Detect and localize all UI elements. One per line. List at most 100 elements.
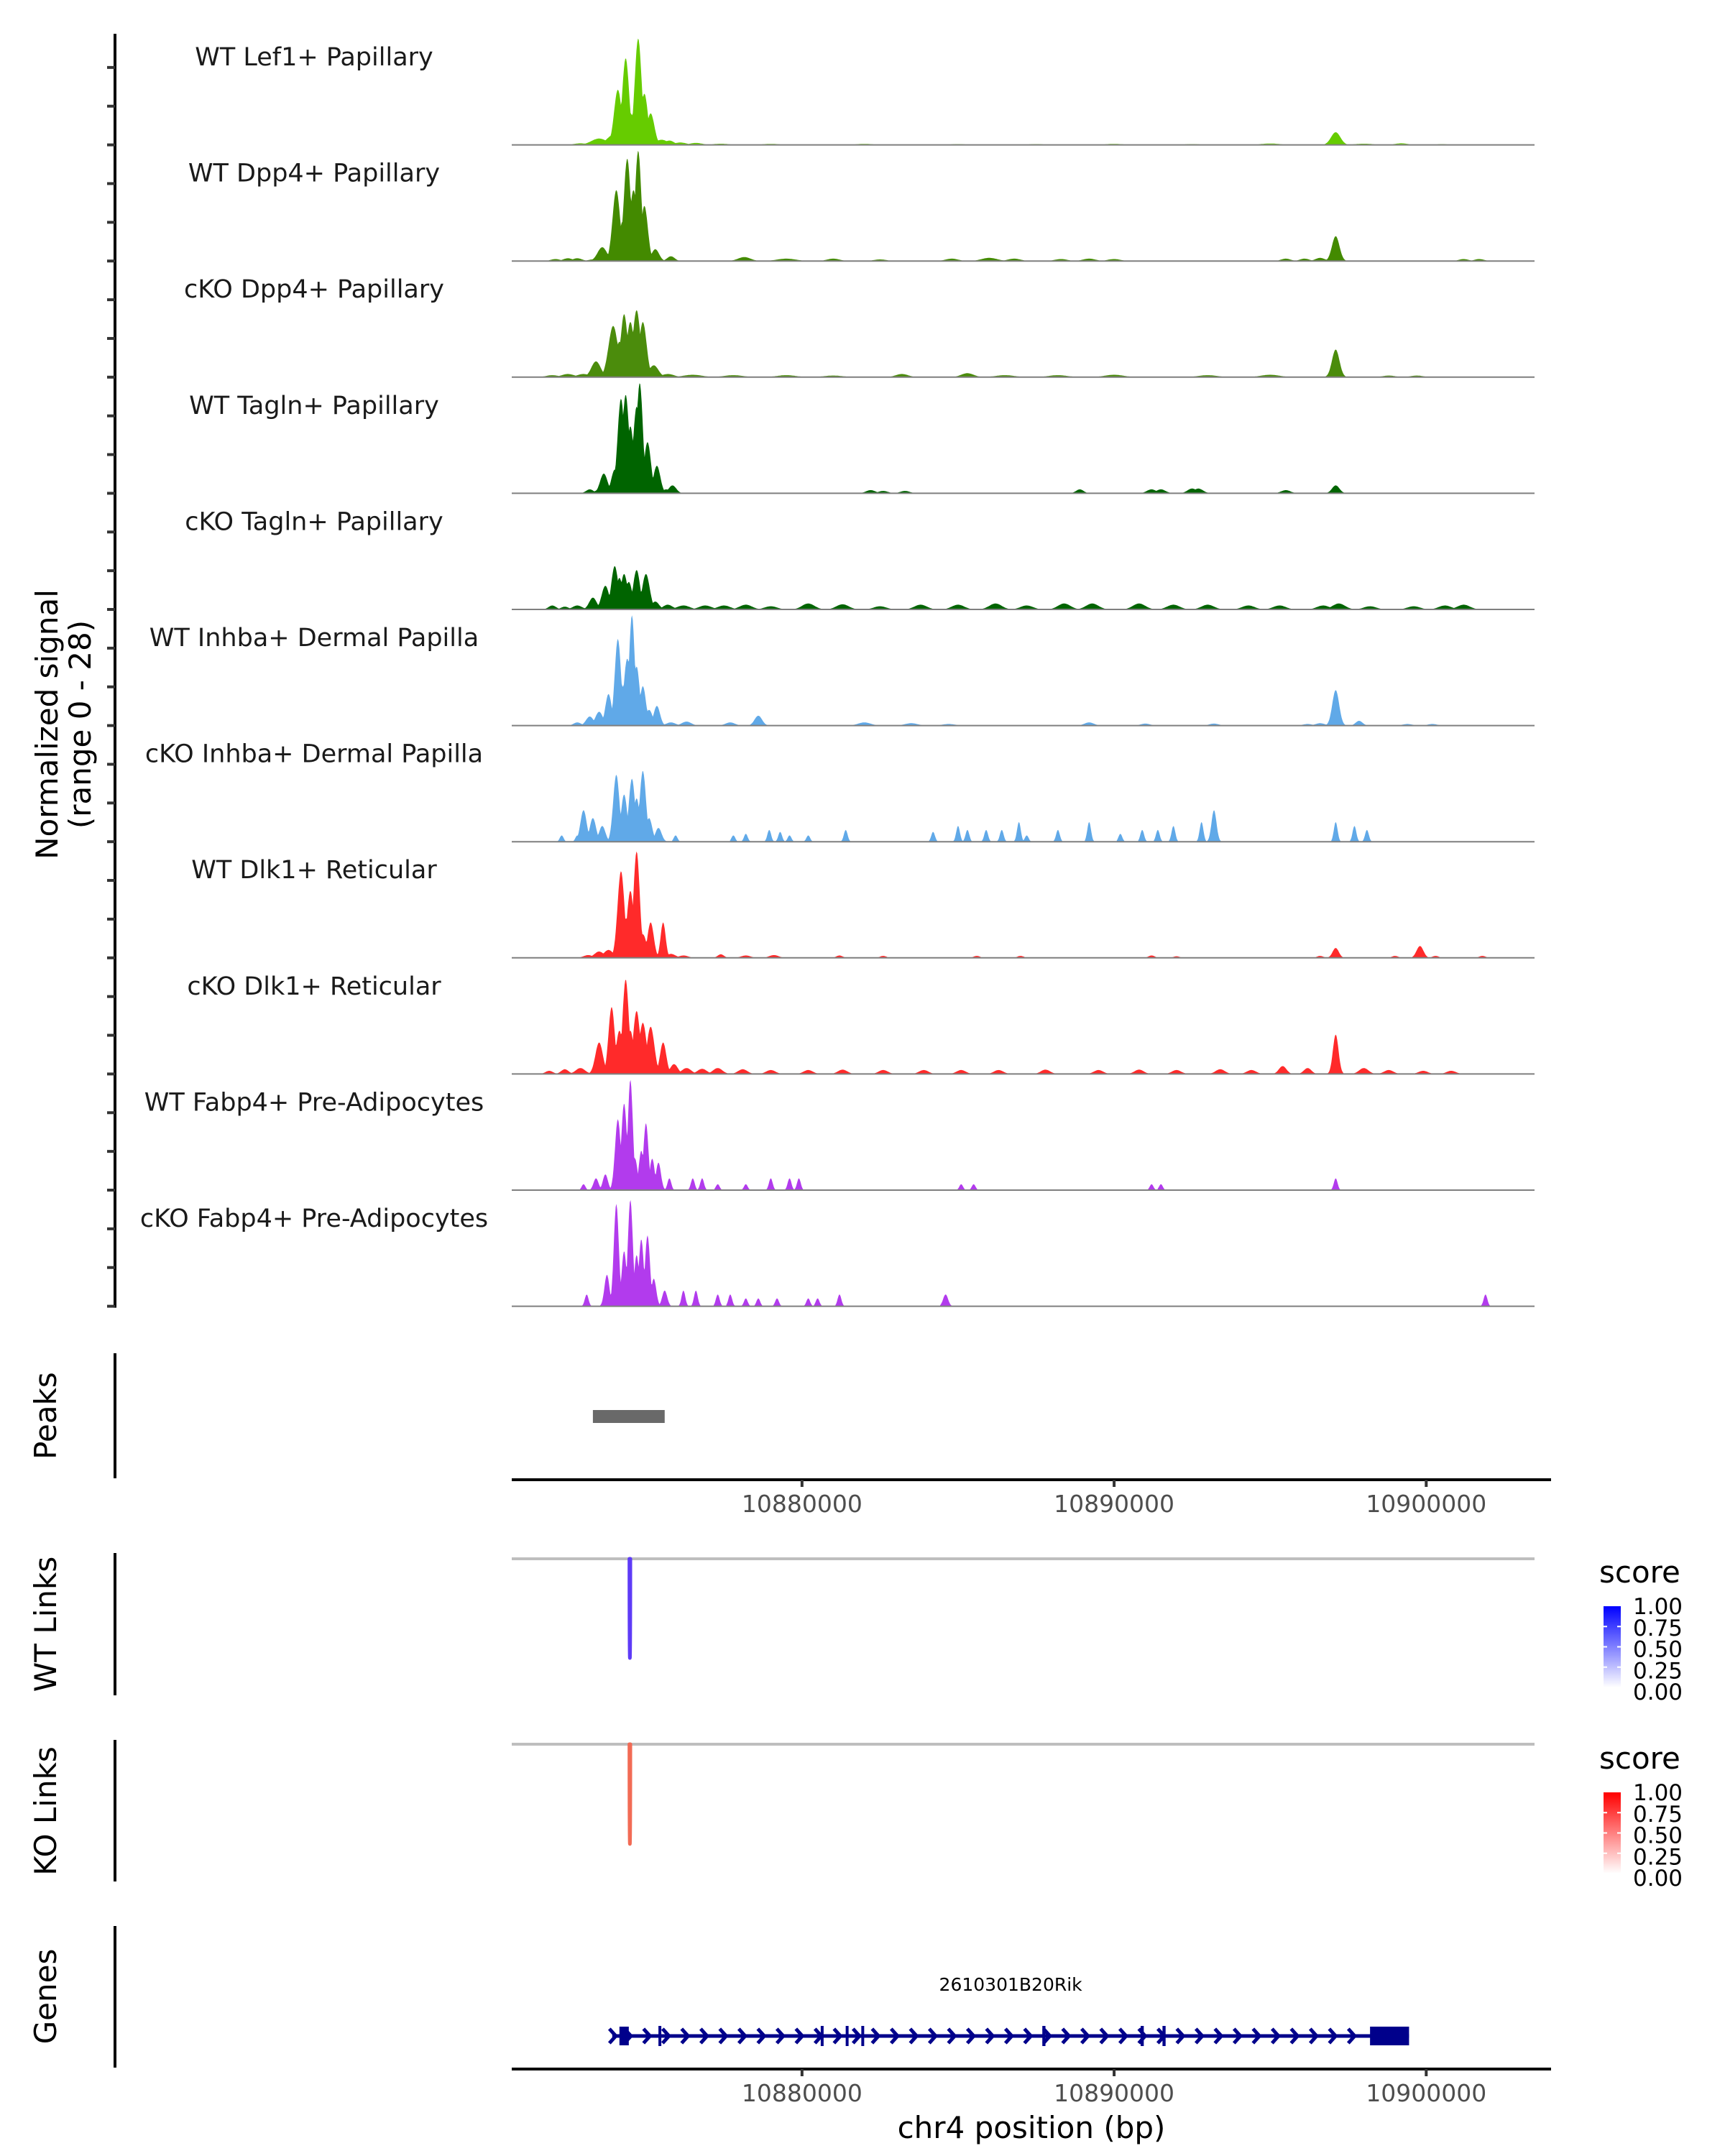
strand-arrow-icon	[1328, 2027, 1338, 2045]
gene-exon	[861, 2026, 865, 2046]
ko-links-track: KO Links	[28, 1740, 1535, 1881]
gene-exon	[1370, 2027, 1409, 2045]
track-label: WT Dpp4+ Papillary	[188, 160, 440, 188]
legend-break-label: 0.75	[1633, 1616, 1683, 1641]
signal-area	[543, 980, 1460, 1074]
coverage-track: cKO Fabp4+ Pre-Adipocytes	[140, 1199, 1535, 1307]
coverage-track: WT Dlk1+ Reticular	[191, 851, 1535, 959]
x-axis-lower: 10880000 10890000 10900000	[512, 2068, 1551, 2107]
strand-arrow-icon	[851, 2027, 862, 2045]
signal-area	[583, 383, 1345, 494]
genes-track: Genes 2610301B20Rik	[28, 1926, 1409, 2068]
coverage-track: cKO Dlk1+ Reticular	[187, 972, 1535, 1075]
strand-arrow-icon	[1232, 2027, 1243, 2045]
coverage-track: WT Fabp4+ Pre-Adipocytes	[144, 1079, 1535, 1191]
strand-arrow-icon	[870, 2027, 881, 2045]
strand-arrow-icon	[607, 2027, 619, 2045]
strand-arrow-icon	[1213, 2027, 1224, 2045]
strand-arrow-icon	[775, 2027, 786, 2045]
strand-arrow-icon	[1251, 2027, 1262, 2045]
strand-arrow-icon	[1023, 2027, 1034, 2045]
x-tick-label: 10890000	[1054, 1490, 1174, 1518]
strand-arrow-icon	[1061, 2027, 1072, 2045]
ko-links-score-legend: score 1.000.750.500.250.00	[1599, 1741, 1683, 1892]
x-tick-label: 10900000	[1366, 2079, 1486, 2107]
coverage-track: cKO Inhba+ Dermal Papilla	[145, 740, 1535, 843]
gene-exon	[820, 2026, 824, 2046]
strand-arrow-icon	[1308, 2027, 1320, 2045]
track-label: WT Dlk1+ Reticular	[191, 856, 437, 885]
strand-arrow-icon	[889, 2027, 901, 2045]
strand-arrow-icon	[832, 2027, 843, 2045]
x-tick-label: 10880000	[742, 1490, 862, 1518]
peak-region	[592, 1410, 665, 1423]
legend-break-label: 0.00	[1633, 1866, 1683, 1892]
strand-arrow-icon	[661, 2027, 672, 2045]
coverage-track: cKO Dpp4+ Papillary	[184, 275, 1535, 378]
signal-area	[543, 310, 1426, 377]
legend-title: score	[1599, 1741, 1680, 1776]
signal-area	[580, 851, 1489, 958]
legend-break-label: 1.00	[1633, 1780, 1683, 1806]
track-label: WT Tagln+ Papillary	[189, 392, 439, 420]
strand-arrow-icon	[1289, 2027, 1300, 2045]
strand-arrow-icon	[1194, 2027, 1205, 2045]
coverage-y-axis-title-line1: Normalized signal	[29, 589, 65, 860]
genes-track-label: Genes	[28, 1949, 63, 2045]
gene-exon	[1042, 2026, 1046, 2046]
track-label: cKO Fabp4+ Pre-Adipocytes	[140, 1204, 488, 1233]
strand-arrow-icon	[1270, 2027, 1282, 2045]
strand-arrow-icon	[1099, 2027, 1110, 2045]
wt-links-track: WT Links	[28, 1553, 1535, 1695]
gene-exon	[658, 2026, 662, 2046]
gene-exon	[1162, 2026, 1166, 2046]
signal-area	[548, 150, 1488, 262]
signal-area	[580, 1079, 1341, 1190]
strand-arrow-icon	[1080, 2027, 1091, 2045]
strand-arrow-icon	[908, 2027, 919, 2045]
legend-break-label: 0.25	[1633, 1658, 1683, 1684]
legend-break-label: 0.00	[1633, 1680, 1683, 1705]
strand-arrow-icon	[699, 2027, 710, 2045]
x-tick-label: 10880000	[742, 2079, 862, 2107]
legend-break-label: 0.50	[1633, 1823, 1683, 1849]
coverage-y-axis	[107, 34, 116, 1308]
strand-arrow-icon	[680, 2027, 691, 2045]
x-tick-label: 10890000	[1054, 2079, 1174, 2107]
coverage-track: WT Lef1+ Papillary	[195, 38, 1535, 146]
signal-area	[545, 566, 1477, 609]
wt-links-track-label: WT Links	[28, 1557, 63, 1692]
strand-arrow-icon	[1175, 2027, 1186, 2045]
strand-arrow-icon	[794, 2027, 805, 2045]
track-label: cKO Tagln+ Papillary	[185, 507, 443, 536]
signal-area	[558, 771, 1373, 842]
strand-arrow-icon	[965, 2027, 977, 2045]
gene-name-label: 2610301B20Rik	[939, 1974, 1083, 1995]
legend-break-label: 0.25	[1633, 1844, 1683, 1870]
track-label: WT Lef1+ Papillary	[195, 43, 433, 72]
strand-arrow-icon	[1003, 2027, 1015, 2045]
coverage-track: WT Tagln+ Papillary	[189, 383, 1535, 494]
peaks-track-label: Peaks	[28, 1372, 63, 1460]
coverage-track: cKO Tagln+ Papillary	[185, 507, 1535, 610]
legend-break-label: 0.50	[1633, 1637, 1683, 1663]
strand-arrow-icon	[1346, 2027, 1358, 2045]
strand-arrow-icon	[737, 2027, 748, 2045]
coverage-track: WT Inhba+ Dermal Papilla	[150, 615, 1535, 727]
gene-exon	[1140, 2026, 1144, 2046]
track-label: cKO Dlk1+ Reticular	[187, 972, 441, 1001]
gene-exon	[619, 2027, 629, 2045]
legend-title: score	[1599, 1554, 1680, 1590]
wt-links-score-legend: score 1.000.750.500.250.00	[1599, 1554, 1683, 1705]
strand-arrow-icon	[927, 2027, 939, 2045]
track-label: WT Fabp4+ Pre-Adipocytes	[144, 1088, 484, 1117]
track-label: cKO Inhba+ Dermal Papilla	[145, 740, 483, 769]
x-axis-title: chr4 position (bp)	[898, 2110, 1166, 2145]
peaks-track: Peaks	[28, 1353, 665, 1478]
strand-arrow-icon	[642, 2027, 653, 2045]
coverage-track: WT Dpp4+ Papillary	[188, 150, 1535, 262]
legend-break-label: 1.00	[1633, 1594, 1683, 1620]
strand-arrow-icon	[1118, 2027, 1129, 2045]
ko-links-track-label: KO Links	[28, 1746, 63, 1876]
